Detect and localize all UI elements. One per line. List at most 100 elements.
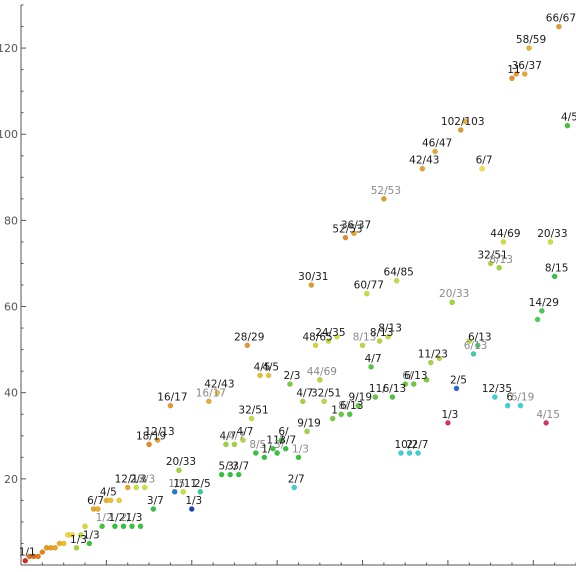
- data-label: 32/51: [477, 249, 507, 261]
- data-point: [312, 342, 319, 349]
- data-point: [282, 445, 289, 452]
- data-label: 1/5: [168, 478, 185, 490]
- data-point: [509, 75, 515, 82]
- data-label: 1/3: [83, 529, 100, 541]
- data-point: [436, 355, 443, 362]
- data-label: 52/53: [332, 224, 362, 236]
- data-point: [359, 342, 366, 349]
- data-label: 32/51: [311, 387, 341, 399]
- data-label: 6/13: [464, 340, 488, 352]
- data-point: [22, 557, 29, 564]
- data-point: [133, 484, 140, 491]
- data-label: 8/13: [370, 327, 394, 339]
- data-label: 6/7: [87, 495, 104, 507]
- data-label: 1/2: [108, 512, 125, 524]
- data-label: 2/5: [450, 374, 467, 386]
- data-label: 4/5: [561, 112, 576, 124]
- data-label: 102/103: [441, 116, 485, 128]
- data-point: [496, 264, 503, 271]
- y-tick-label: 40: [4, 387, 18, 400]
- data-point: [287, 381, 293, 387]
- data-label: 42/43: [204, 379, 234, 391]
- data-point: [406, 450, 413, 456]
- data-point: [180, 488, 187, 495]
- data-label: 6: [506, 392, 513, 404]
- data-point: [385, 333, 392, 340]
- data-label: 2/3: [284, 370, 301, 382]
- data-point: [389, 394, 396, 400]
- data-point: [449, 299, 456, 306]
- data-label: 1: [331, 405, 338, 417]
- data-point: [381, 195, 387, 202]
- data-point: [291, 484, 298, 491]
- data-label: 6/: [278, 426, 289, 438]
- data-label: 42/43: [409, 155, 439, 167]
- x-tick-label: 60: [270, 570, 284, 572]
- data-label: 1/2: [96, 512, 113, 524]
- data-label: 44/69: [490, 228, 520, 240]
- data-label: 10/: [395, 439, 412, 451]
- data-label: 8/: [338, 400, 349, 412]
- data-label: 28/29: [234, 331, 264, 343]
- data-point: [171, 488, 178, 495]
- data-point: [299, 398, 306, 405]
- data-label: 3/7: [232, 461, 249, 473]
- data-label: 2/5: [194, 478, 211, 490]
- data-label: 1/11: [173, 478, 197, 490]
- data-point: [188, 506, 195, 512]
- data-labels: 1/11/31/36/71/24/51/22/12/131/32/32/318/…: [19, 13, 576, 559]
- data-label: 1/: [261, 443, 272, 455]
- data-point: [227, 471, 234, 478]
- data-label: 36/37: [512, 60, 542, 72]
- data-point: [470, 351, 477, 357]
- data-label: 6/19: [511, 392, 535, 404]
- data-label: 4/5: [100, 486, 117, 498]
- y-tick-label: 80: [4, 214, 18, 227]
- data-point: [214, 389, 221, 396]
- data-point: [487, 260, 494, 267]
- data-point: [120, 523, 127, 530]
- data-label: 5/: [219, 461, 230, 473]
- data-point: [543, 419, 549, 426]
- data-point: [556, 23, 562, 30]
- data-label: 11/23: [418, 349, 448, 361]
- x-tick-label: 40: [185, 570, 199, 572]
- data-label: 12/35: [482, 383, 512, 395]
- data-label: 1/3: [441, 409, 458, 421]
- x-tick-label: 100: [437, 570, 458, 572]
- data-label: 16/17: [157, 392, 187, 404]
- axes: 20 40 60 80 100 120 20 40 60 80 100 120: [0, 4, 576, 572]
- data-point: [223, 441, 229, 448]
- data-label: 11/: [369, 383, 386, 395]
- data-point: [517, 402, 524, 409]
- data-label: 1/3: [185, 495, 202, 507]
- data-label: 2/: [406, 439, 417, 451]
- data-point: [167, 402, 174, 409]
- data-label: 20/33: [537, 228, 567, 240]
- data-point: [278, 437, 285, 443]
- data-point: [274, 450, 281, 456]
- data-point: [526, 45, 532, 51]
- data-label: 6/13: [340, 400, 364, 412]
- data-point: [73, 544, 80, 551]
- data-label: 4/15: [536, 409, 560, 421]
- data-point: [538, 307, 545, 314]
- data-point: [321, 398, 327, 405]
- data-label: 36/37: [341, 219, 371, 231]
- data-points: [22, 23, 571, 564]
- data-label: 3/: [227, 461, 238, 473]
- data-label: 16/17: [196, 387, 226, 399]
- data-label: 8/15: [545, 262, 569, 274]
- data-point: [500, 239, 507, 245]
- data-point: [316, 376, 323, 383]
- data-point: [415, 450, 421, 456]
- data-point: [329, 415, 336, 422]
- data-label: 4/7: [237, 426, 254, 438]
- data-point: [248, 415, 255, 422]
- data-label: 20/33: [439, 288, 469, 300]
- data-point: [141, 484, 148, 491]
- data-point: [338, 411, 345, 418]
- data-point: [295, 454, 302, 461]
- data-point: [432, 148, 438, 155]
